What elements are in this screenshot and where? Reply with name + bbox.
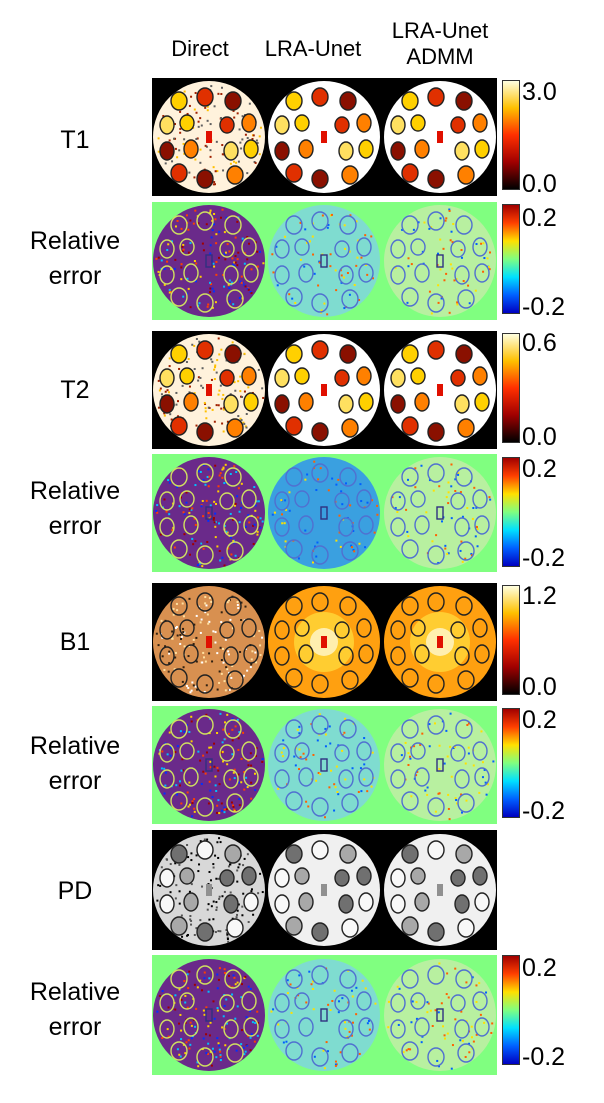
phantom-image: [153, 334, 265, 446]
row-label-t2: T2: [60, 376, 90, 404]
b1-map-panel: [152, 583, 497, 701]
t1-colorbar-max: 3.0: [522, 78, 557, 106]
b1-colorbar: [502, 585, 520, 695]
phantom-image: [153, 586, 265, 698]
b1-error-colorbar-max: 0.2: [522, 706, 557, 734]
pd-error-images: [153, 959, 496, 1071]
t2-error-colorbar-min: -0.2: [522, 544, 566, 572]
t1-map-panel: [152, 78, 497, 196]
t1-error-images: [153, 205, 496, 317]
pd-map-panel: [152, 830, 497, 950]
b1-error-panel: [152, 706, 497, 824]
phantom-image: [384, 709, 496, 821]
t1-error-colorbar: [502, 204, 520, 314]
b1-colorbar-min: 0.0: [522, 673, 557, 701]
column-header-lra-unet: LRA-Unet: [264, 36, 362, 61]
t1-error-colorbar-min: -0.2: [522, 293, 566, 321]
pd-map-images: [153, 834, 496, 946]
t2-error-panel: [152, 454, 497, 572]
phantom-image: [268, 205, 380, 317]
phantom-image: [384, 586, 496, 698]
b1-error-colorbar-min: -0.2: [522, 797, 566, 825]
pd-error-colorbar-min: -0.2: [522, 1043, 566, 1071]
t1-error-panel: [152, 202, 497, 320]
b1-error-colorbar: [502, 708, 520, 818]
pd-error-colorbar: [502, 955, 520, 1065]
phantom-image: [153, 205, 265, 317]
row-label-b1-error: Relative error: [29, 732, 121, 795]
phantom-image: [384, 205, 496, 317]
row-label-t1-error: Relative error: [29, 227, 121, 290]
t2-map-panel: [152, 331, 497, 449]
phantom-image: [268, 334, 380, 446]
row-label-t1: T1: [60, 126, 90, 154]
row-label-b1: B1: [59, 628, 91, 656]
t2-error-images: [153, 457, 496, 569]
phantom-image: [153, 81, 265, 193]
t1-map-images: [153, 81, 496, 193]
phantom-image: [268, 709, 380, 821]
pd-error-colorbar-max: 0.2: [522, 954, 557, 982]
b1-map-images: [153, 586, 496, 698]
phantom-image: [268, 586, 380, 698]
phantom-image: [268, 834, 380, 946]
phantom-image: [268, 81, 380, 193]
t1-colorbar: [502, 80, 520, 190]
phantom-image: [153, 709, 265, 821]
t2-colorbar: [502, 333, 520, 443]
phantom-image: [268, 959, 380, 1071]
phantom-image: [268, 457, 380, 569]
phantom-image: [384, 959, 496, 1071]
phantom-image: [384, 457, 496, 569]
t1-colorbar-min: 0.0: [522, 170, 557, 198]
phantom-image: [153, 457, 265, 569]
phantom-image: [384, 81, 496, 193]
b1-colorbar-max: 1.2: [522, 582, 557, 610]
pd-error-panel: [152, 955, 497, 1075]
t2-colorbar-max: 0.6: [522, 329, 557, 357]
row-label-pd-error: Relative error: [29, 978, 121, 1041]
t2-error-colorbar: [502, 457, 520, 567]
phantom-image: [384, 334, 496, 446]
phantom-image: [153, 959, 265, 1071]
t2-colorbar-min: 0.0: [522, 423, 557, 451]
b1-error-images: [153, 709, 496, 821]
row-label-pd: PD: [57, 877, 93, 905]
row-label-t2-error: Relative error: [29, 477, 121, 540]
t1-error-colorbar-max: 0.2: [522, 204, 557, 232]
t2-error-colorbar-max: 0.2: [522, 455, 557, 483]
phantom-image: [153, 834, 265, 946]
phantom-image: [384, 834, 496, 946]
column-header-direct: Direct: [171, 36, 229, 61]
column-header-lra-unet-admm: LRA-Unet ADMM: [391, 18, 489, 69]
t2-map-images: [153, 334, 496, 446]
